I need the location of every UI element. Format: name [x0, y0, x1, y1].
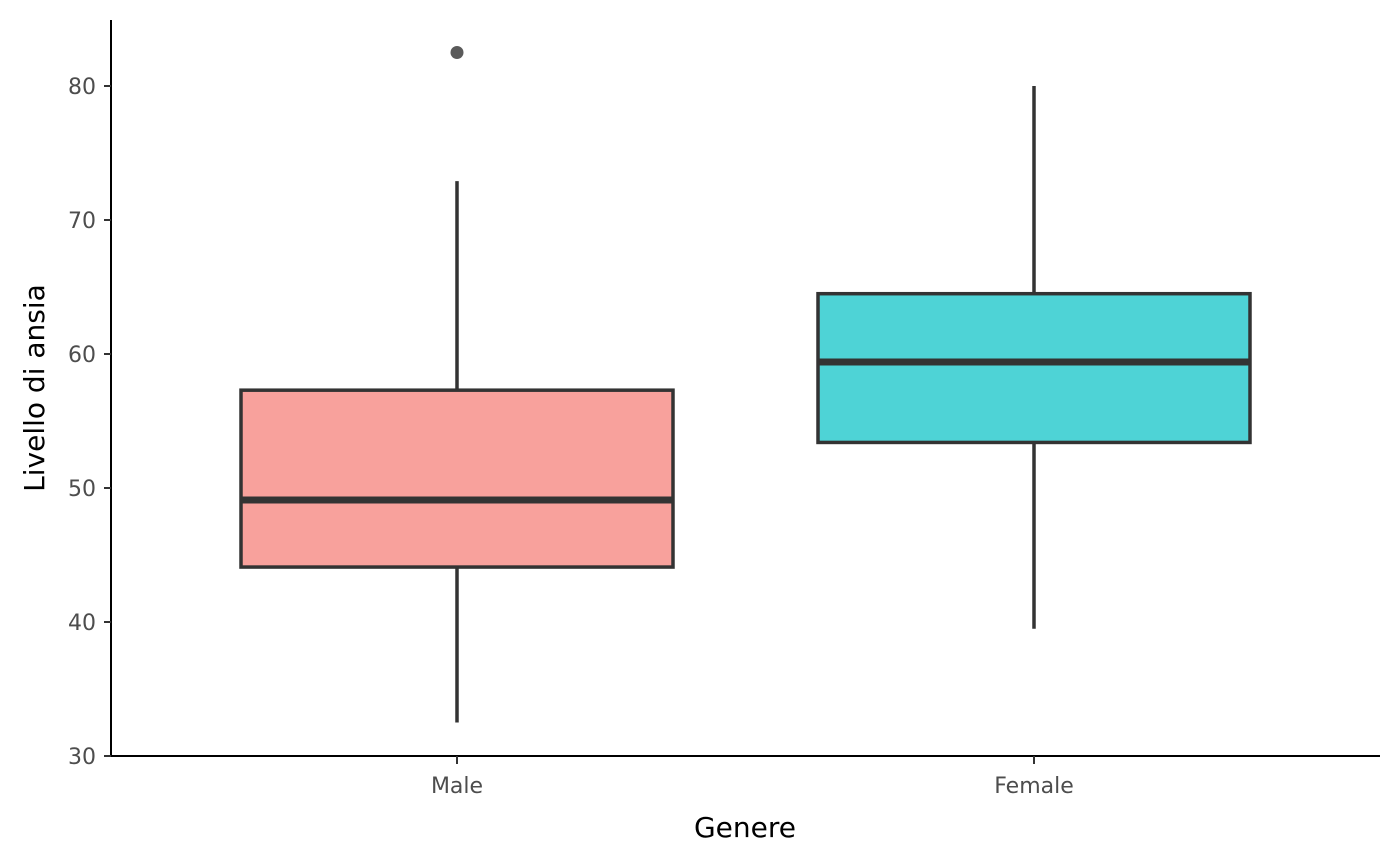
x-tick-label: Female	[994, 774, 1074, 799]
box-male	[239, 46, 675, 723]
y-axis-ticks: 30 40 50 60 70 80	[68, 75, 111, 770]
x-axis-ticks: Male Female	[431, 756, 1074, 799]
y-tick-label: 40	[68, 611, 96, 636]
outlier-point	[450, 46, 464, 59]
axes: 30 40 50 60 70 80 Male Female	[68, 20, 1380, 799]
y-tick-label: 70	[68, 209, 96, 234]
y-axis-title: Livello di ansia	[18, 284, 51, 492]
x-tick-label: Male	[431, 774, 483, 799]
box-iqr	[239, 388, 675, 569]
y-tick-label: 80	[68, 75, 96, 100]
box-female	[816, 86, 1252, 629]
y-tick-label: 30	[68, 745, 96, 770]
x-axis-title: Genere	[694, 811, 796, 844]
box-iqr	[816, 291, 1252, 445]
plot-area	[239, 46, 1252, 723]
y-tick-label: 60	[68, 343, 96, 368]
y-tick-label: 50	[68, 477, 96, 502]
